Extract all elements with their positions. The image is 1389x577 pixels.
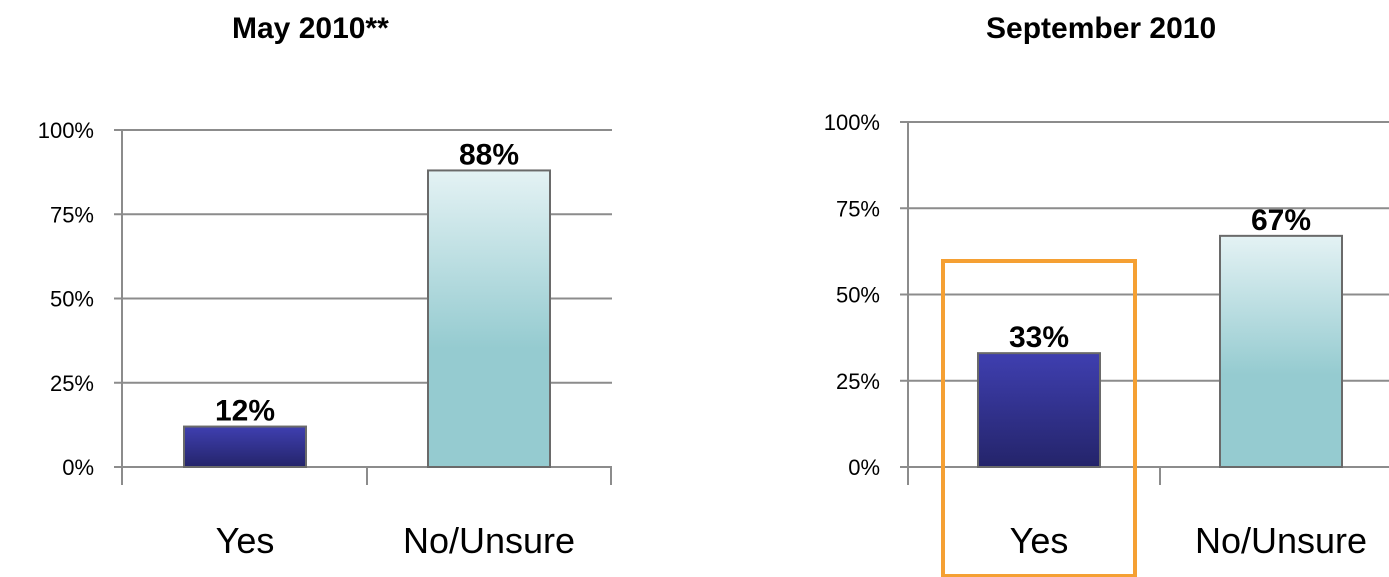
y-tick-label: 50% — [836, 283, 880, 308]
data-label: 12% — [215, 395, 275, 428]
category-label: Yes — [1010, 520, 1069, 561]
data-label: 33% — [1009, 321, 1069, 354]
y-tick-label: 100% — [38, 118, 94, 143]
bar-yes — [183, 425, 307, 468]
highlight-box — [941, 259, 1137, 577]
data-label: 88% — [459, 138, 519, 171]
category-label: No/Unsure — [403, 520, 575, 561]
y-tick-label: 0% — [848, 455, 880, 480]
y-tick-label: 25% — [836, 369, 880, 394]
category-label: Yes — [216, 520, 275, 561]
y-tick-label: 50% — [50, 287, 94, 312]
category-label: No/Unsure — [1195, 520, 1367, 561]
bar-yes — [977, 352, 1101, 468]
y-tick-label: 25% — [50, 371, 94, 396]
data-label: 67% — [1251, 204, 1311, 237]
chart-title-may-2010: May 2010** — [232, 12, 389, 45]
y-tick-label: 0% — [62, 455, 94, 480]
bar-no-unsure — [1219, 234, 1343, 468]
chart-title-september-2010: September 2010 — [986, 12, 1217, 45]
bar-no-unsure — [427, 169, 551, 468]
y-tick-label: 100% — [824, 110, 880, 135]
y-tick-label: 75% — [50, 202, 94, 227]
y-tick-label: 75% — [836, 196, 880, 221]
